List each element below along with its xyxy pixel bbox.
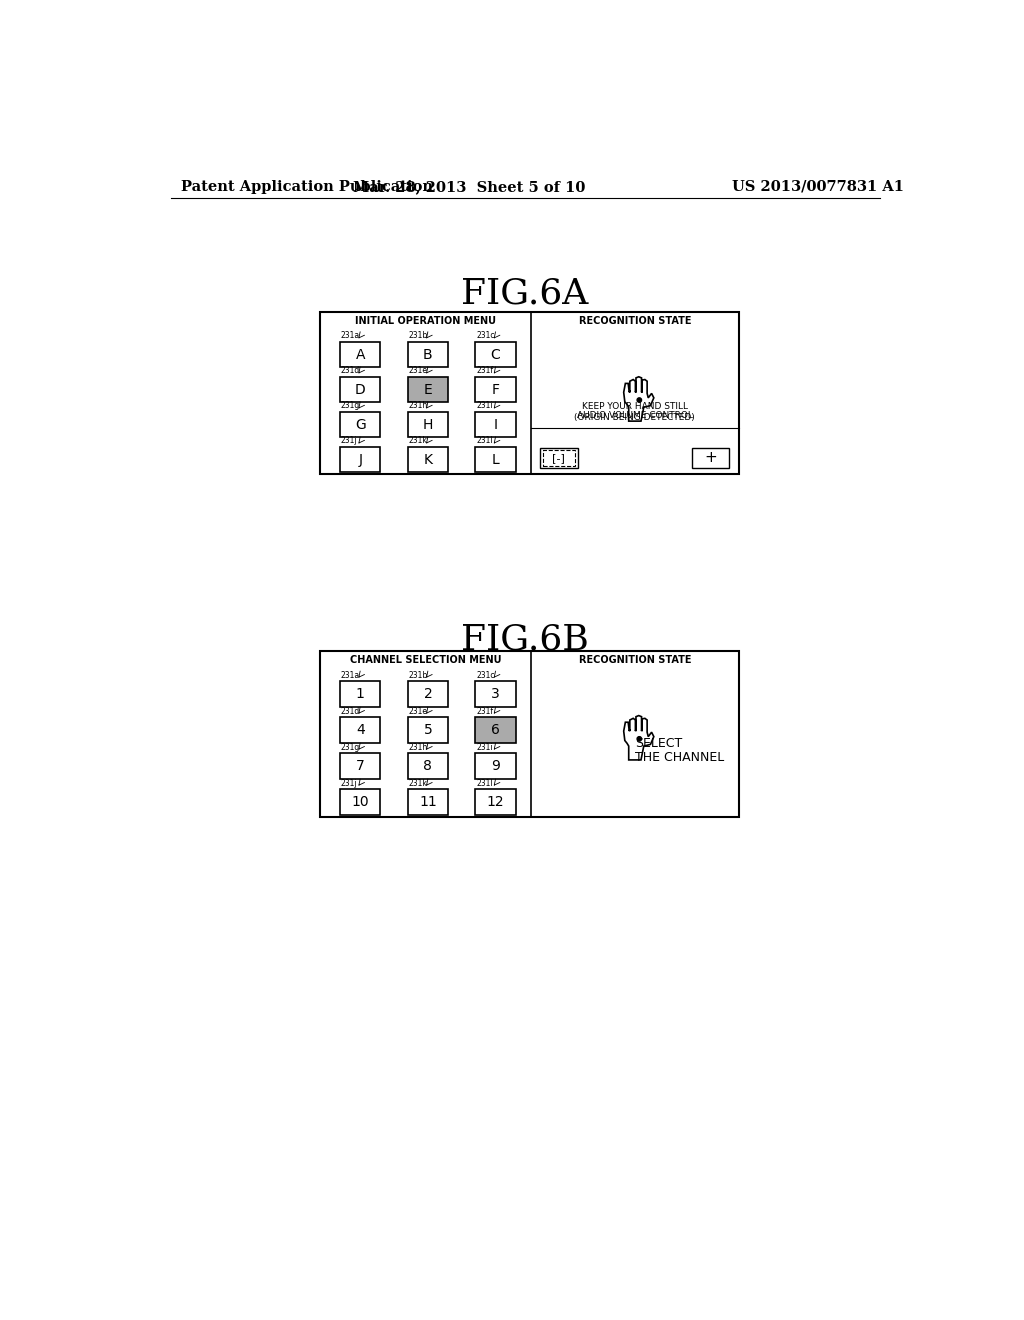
- FancyBboxPatch shape: [475, 447, 516, 473]
- FancyBboxPatch shape: [475, 754, 516, 779]
- Text: 231h: 231h: [409, 401, 428, 411]
- FancyBboxPatch shape: [408, 681, 449, 706]
- Text: 1: 1: [355, 686, 365, 701]
- Text: THE CHANNEL: THE CHANNEL: [635, 751, 724, 764]
- Text: Mar. 28, 2013  Sheet 5 of 10: Mar. 28, 2013 Sheet 5 of 10: [353, 180, 585, 194]
- FancyBboxPatch shape: [340, 681, 380, 706]
- Text: 231i: 231i: [476, 401, 493, 411]
- FancyBboxPatch shape: [408, 378, 449, 403]
- Circle shape: [637, 737, 642, 741]
- FancyBboxPatch shape: [340, 789, 380, 814]
- FancyBboxPatch shape: [692, 447, 729, 469]
- Text: CHANNEL SELECTION MENU: CHANNEL SELECTION MENU: [350, 655, 502, 665]
- Text: 231a: 231a: [341, 671, 360, 680]
- Text: 231d: 231d: [341, 367, 360, 375]
- FancyBboxPatch shape: [340, 378, 380, 403]
- FancyBboxPatch shape: [475, 717, 516, 743]
- FancyBboxPatch shape: [475, 681, 516, 706]
- Text: E: E: [424, 383, 432, 396]
- Text: 10: 10: [351, 795, 369, 809]
- Text: 7: 7: [356, 759, 365, 772]
- Text: 231b: 231b: [409, 331, 428, 341]
- Text: 231e: 231e: [409, 706, 428, 715]
- Text: 4: 4: [356, 723, 365, 737]
- PathPatch shape: [624, 376, 653, 421]
- Text: 231l: 231l: [476, 779, 493, 788]
- Text: F: F: [492, 383, 500, 396]
- Text: B: B: [423, 347, 433, 362]
- Text: 231j: 231j: [341, 779, 357, 788]
- Text: 12: 12: [486, 795, 505, 809]
- FancyBboxPatch shape: [408, 447, 449, 473]
- Text: 231e: 231e: [409, 367, 428, 375]
- Text: 231g: 231g: [341, 401, 360, 411]
- Text: 231c: 231c: [476, 671, 495, 680]
- FancyBboxPatch shape: [408, 789, 449, 814]
- Text: 11: 11: [419, 795, 437, 809]
- FancyBboxPatch shape: [408, 754, 449, 779]
- Text: FIG.6A: FIG.6A: [461, 276, 589, 310]
- Text: RECOGNITION STATE: RECOGNITION STATE: [579, 315, 691, 326]
- Text: 231k: 231k: [409, 437, 427, 445]
- Text: 2: 2: [424, 686, 432, 701]
- Text: 9: 9: [492, 759, 500, 772]
- Text: 8: 8: [424, 759, 432, 772]
- FancyBboxPatch shape: [340, 447, 380, 473]
- Text: L: L: [492, 453, 500, 467]
- Text: AUDIO VOLUME CONTROL: AUDIO VOLUME CONTROL: [577, 412, 693, 420]
- Text: 231f: 231f: [476, 706, 494, 715]
- FancyBboxPatch shape: [340, 754, 380, 779]
- Text: 3: 3: [492, 686, 500, 701]
- Text: US 2013/0077831 A1: US 2013/0077831 A1: [732, 180, 904, 194]
- Text: 231f: 231f: [476, 367, 494, 375]
- Text: D: D: [355, 383, 366, 396]
- Text: 231i: 231i: [476, 743, 493, 751]
- FancyBboxPatch shape: [408, 717, 449, 743]
- Text: KEEP YOUR HAND STILL: KEEP YOUR HAND STILL: [582, 401, 688, 411]
- Text: [-]: [-]: [553, 453, 565, 463]
- Text: 231k: 231k: [409, 779, 427, 788]
- Text: K: K: [424, 453, 432, 467]
- FancyBboxPatch shape: [321, 313, 738, 474]
- Text: 231h: 231h: [409, 743, 428, 751]
- Text: 6: 6: [492, 723, 500, 737]
- Text: A: A: [355, 347, 365, 362]
- FancyBboxPatch shape: [475, 342, 516, 367]
- Text: INITIAL OPERATION MENU: INITIAL OPERATION MENU: [355, 315, 496, 326]
- FancyBboxPatch shape: [340, 717, 380, 743]
- Text: C: C: [490, 347, 501, 362]
- Text: 231d: 231d: [341, 706, 360, 715]
- Text: 231l: 231l: [476, 437, 493, 445]
- Text: 231j: 231j: [341, 437, 357, 445]
- Text: H: H: [423, 417, 433, 432]
- FancyBboxPatch shape: [408, 342, 449, 367]
- Text: RECOGNITION STATE: RECOGNITION STATE: [579, 655, 691, 665]
- FancyBboxPatch shape: [340, 412, 380, 437]
- FancyBboxPatch shape: [340, 342, 380, 367]
- Text: SELECT: SELECT: [635, 737, 682, 750]
- Text: (ORIGIN BEING DETECTED): (ORIGIN BEING DETECTED): [574, 413, 695, 421]
- FancyBboxPatch shape: [475, 412, 516, 437]
- Text: J: J: [358, 453, 362, 467]
- Text: 231g: 231g: [341, 743, 360, 751]
- Text: +: +: [705, 450, 717, 466]
- FancyBboxPatch shape: [541, 447, 578, 469]
- Text: 231a: 231a: [341, 331, 360, 341]
- FancyBboxPatch shape: [321, 651, 738, 817]
- Text: 231b: 231b: [409, 671, 428, 680]
- Text: Patent Application Publication: Patent Application Publication: [180, 180, 433, 194]
- Text: 5: 5: [424, 723, 432, 737]
- Circle shape: [637, 397, 642, 403]
- FancyBboxPatch shape: [475, 378, 516, 403]
- PathPatch shape: [624, 715, 653, 760]
- Text: I: I: [494, 417, 498, 432]
- Text: FIG.6B: FIG.6B: [461, 623, 589, 656]
- FancyBboxPatch shape: [475, 789, 516, 814]
- Text: G: G: [355, 417, 366, 432]
- FancyBboxPatch shape: [408, 412, 449, 437]
- Text: 231c: 231c: [476, 331, 495, 341]
